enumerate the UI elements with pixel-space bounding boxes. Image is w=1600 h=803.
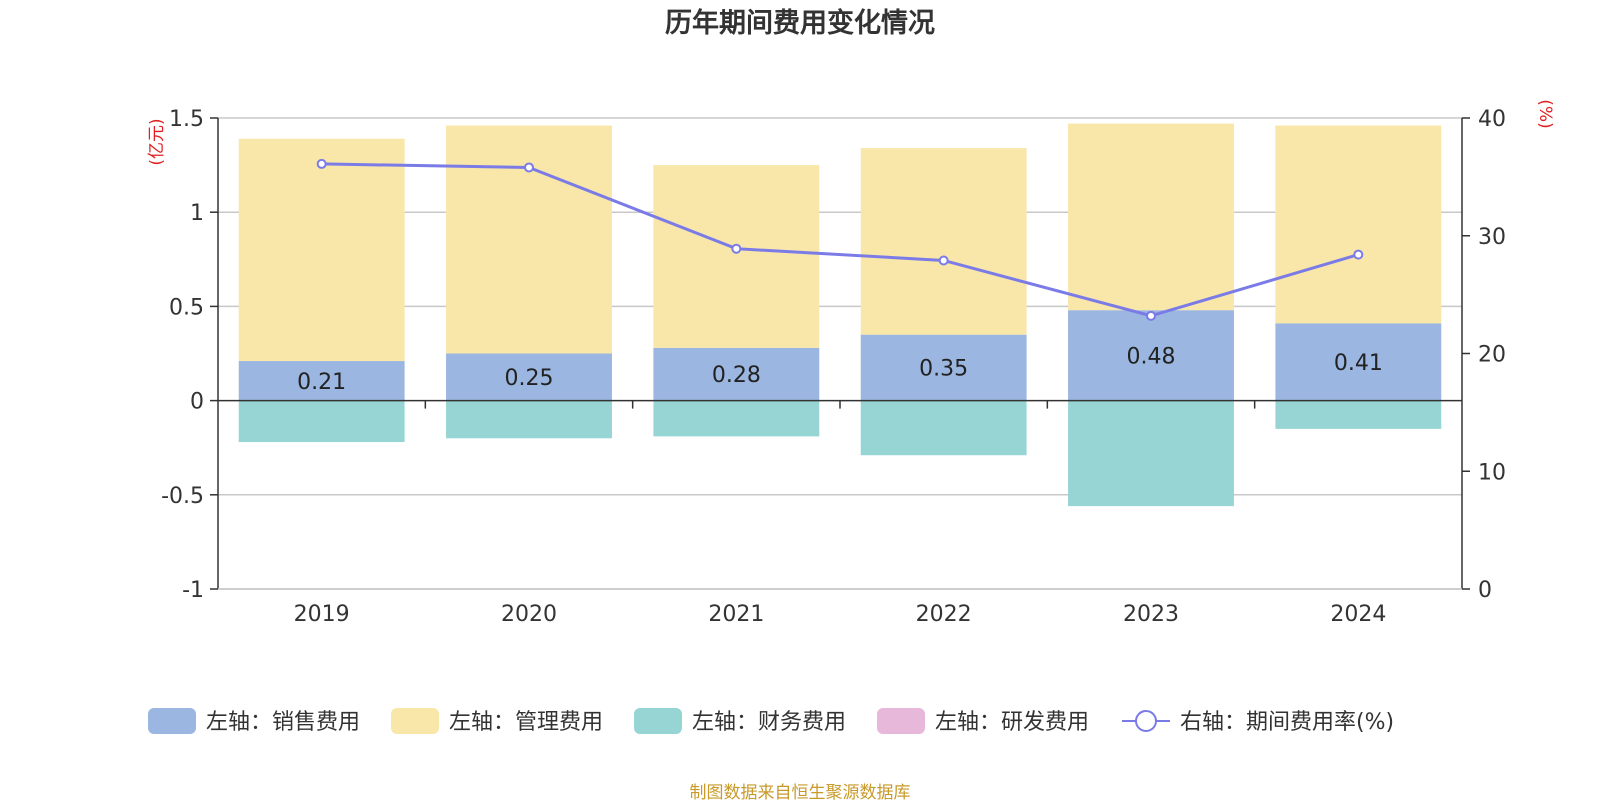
right-axis-tick-label: 0	[1478, 578, 1492, 603]
legend-label: 左轴：销售费用	[206, 710, 360, 735]
bar-左轴：财务费用-2022	[860, 400, 1027, 456]
category-label: 2019	[294, 602, 350, 627]
axes: 1.5 1 0.5 0 -0.5 -1 40 30 20 10 0 2019 2020 2021 2022 2…	[161, 107, 1506, 627]
bars	[238, 123, 1442, 507]
category-label: 2022	[916, 602, 972, 627]
left-axis-tick-label: -1	[182, 578, 204, 603]
legend-label: 右轴：期间费用率(%)	[1180, 710, 1394, 735]
category-label: 2024	[1330, 602, 1386, 627]
rate-line-path	[321, 162, 1359, 318]
bar-左轴：管理费用-2020	[446, 125, 612, 354]
data-label: 0.25	[505, 366, 554, 391]
bar-左轴：财务费用-2024	[1275, 400, 1442, 429]
left-axis-tick-label: 0.5	[169, 295, 204, 320]
category-label: 2021	[708, 602, 764, 627]
data-source-note: 制图数据来自恒生聚源数据库	[689, 783, 911, 803]
data-label: 0.35	[919, 357, 968, 382]
bar-左轴：管理费用-2024	[1275, 125, 1442, 324]
bar-左轴：管理费用-2019	[238, 138, 405, 362]
data-label: 0.48	[1127, 344, 1176, 369]
bar-左轴：销售费用-2023	[1068, 310, 1234, 401]
rate-point	[731, 243, 742, 254]
right-axis-tick-label: 20	[1478, 343, 1506, 368]
left-axis-tick-label: 1.5	[169, 107, 204, 132]
bar-左轴：管理费用-2023	[1068, 123, 1234, 311]
rate-point	[938, 255, 949, 266]
data-label: 0.41	[1334, 351, 1383, 376]
legend-swatch	[148, 708, 196, 734]
bar-左轴：管理费用-2021	[653, 165, 820, 348]
right-axis-tick-label: 40	[1478, 107, 1506, 132]
bar-左轴：销售费用-2020	[446, 353, 612, 401]
right-axis-tick-label: 30	[1478, 225, 1506, 250]
left-axis-unit: (亿元)	[147, 118, 167, 165]
bar-左轴：财务费用-2020	[446, 400, 612, 439]
bar-左轴：财务费用-2019	[238, 400, 405, 443]
bar-左轴：财务费用-2021	[653, 400, 820, 437]
left-axis-tick-label: 1	[190, 201, 204, 226]
bar-左轴：财务费用-2023	[1068, 400, 1234, 507]
right-axis-unit: (%)	[1535, 99, 1555, 128]
rate-point	[524, 162, 534, 173]
legend-label: 左轴：管理费用	[449, 710, 603, 735]
rate-point	[1353, 249, 1364, 260]
bar-左轴：销售费用-2021	[653, 347, 820, 401]
category-label: 2020	[501, 602, 557, 627]
legend-swatch	[634, 708, 682, 734]
legend-swatch	[391, 708, 439, 734]
category-label: 2023	[1123, 602, 1179, 627]
rate-point	[316, 158, 327, 169]
rate-point	[1146, 310, 1156, 321]
legend-label: 左轴：研发费用	[935, 710, 1089, 735]
left-axis-tick-label: 0	[190, 390, 204, 415]
bar-左轴：管理费用-2022	[860, 148, 1027, 335]
left-axis-tick-label: -0.5	[161, 484, 204, 509]
bar-左轴：销售费用-2024	[1275, 323, 1442, 401]
legend-label: 左轴：财务费用	[692, 710, 846, 735]
legend-swatch	[877, 708, 925, 734]
legend: 左轴：销售费用 左轴：管理费用 左轴：财务费用 左轴：研发费用 右轴：期间费用率(%)	[148, 708, 1394, 735]
data-label: 0.28	[712, 363, 761, 388]
data-labels: 0.21 0.25 0.28 0.35 0.48 0.41	[297, 344, 1383, 394]
legend-marker-icon	[1135, 710, 1157, 732]
data-label: 0.21	[297, 370, 346, 395]
right-axis-tick-label: 10	[1478, 460, 1506, 485]
bar-左轴：销售费用-2019	[238, 361, 405, 401]
chart-title: 历年期间费用变化情况	[665, 7, 935, 39]
bar-左轴：销售费用-2022	[860, 334, 1027, 401]
rate-line	[316, 158, 1364, 321]
